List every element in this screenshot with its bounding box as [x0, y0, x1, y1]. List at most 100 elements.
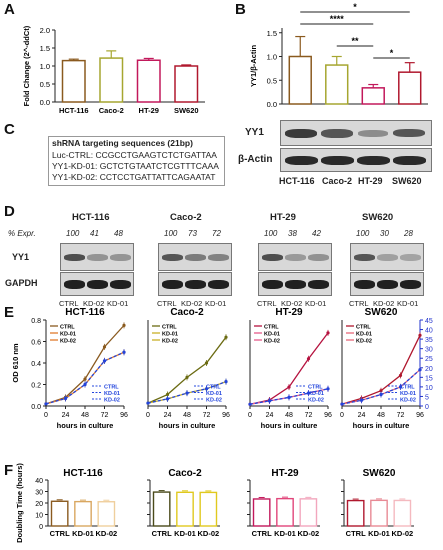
series-blue-point [248, 402, 252, 406]
band-yy1 [285, 254, 306, 261]
y-tick-label-right: 10 [425, 385, 433, 392]
blot-gapdh [258, 272, 332, 296]
blot-lane-b-2: HT-29 [358, 176, 383, 186]
band-yy1 [64, 254, 85, 261]
x-tick-label: KD-01 [274, 529, 296, 538]
lane-label: KD-02 [181, 299, 203, 308]
y-tick-label-right: 0 [425, 404, 429, 411]
y-tick-label: 40 [35, 478, 43, 485]
series-blue-point [340, 402, 344, 406]
panel-label-c: C [4, 121, 15, 138]
y-tick-label: 0.5 [40, 80, 50, 89]
lane-label: CTRL [257, 299, 277, 308]
legend-label: KD-01 [162, 332, 178, 338]
x-tick-label: 24 [164, 412, 172, 419]
band-gapdh [162, 280, 183, 289]
expr-value: 48 [114, 229, 123, 238]
significance-marker: * [353, 2, 357, 12]
legend-label: KD-02 [206, 398, 222, 404]
legend-label: KD-02 [308, 398, 324, 404]
legend-label: CTRL [162, 325, 177, 331]
series-blue [249, 388, 329, 405]
blot-actin-b [280, 148, 432, 172]
x-tick-label: CTRL [50, 529, 70, 538]
y-tick-label: 0.2 [31, 383, 41, 390]
x-tick-label: 24 [62, 412, 70, 419]
chart-title: HCT-116 [63, 468, 103, 479]
y-tick-label-right: 45 [425, 318, 433, 325]
legend-label: KD-02 [60, 339, 76, 345]
x-tick-label: 0 [340, 412, 344, 419]
y-tick-label: 0.4 [31, 361, 41, 368]
x-tick-label: 96 [120, 412, 128, 419]
legend-label: CTRL [104, 385, 119, 391]
bar-kd-01 [176, 491, 194, 527]
row-label-gapdh: GAPDH [5, 278, 38, 288]
chart-title: HT-29 [271, 468, 299, 479]
blot-yy1-b [280, 120, 432, 146]
significance-marker: **** [330, 14, 345, 24]
band-gapdh [262, 280, 283, 289]
band-gapdh [354, 280, 375, 289]
blot-lane-b-0: HCT-116 [279, 176, 315, 186]
blot-gapdh [158, 272, 232, 296]
legend-label: KD-01 [308, 391, 324, 397]
y-tick-label: 0.6 [31, 340, 41, 347]
y-tick-label: 20 [35, 501, 43, 508]
bar-ctrl [50, 500, 69, 527]
series-blue-point [146, 401, 150, 405]
expr-label: % Expr. [8, 229, 36, 238]
lane-label: KD-01 [205, 299, 227, 308]
x-axis-label: hours in culture [261, 421, 318, 430]
x-tick-label: 0 [146, 412, 150, 419]
legend-label: KD-02 [264, 339, 280, 345]
expr-value: 100 [356, 229, 370, 238]
band-gapdh [110, 280, 131, 289]
x-tick-label: KD-02 [391, 529, 413, 538]
row-label-yy1: YY1 [12, 252, 30, 262]
x-tick-label: 96 [222, 412, 230, 419]
blot-yy1 [158, 243, 232, 271]
band-yy1 [87, 254, 108, 261]
series-blue [45, 351, 125, 405]
bar-kd-01 [370, 499, 388, 527]
x-tick-label: HT-29 [139, 106, 159, 115]
x-tick-label: 24 [358, 412, 366, 419]
x-tick-label: KD-01 [368, 529, 390, 538]
x-tick-label: 48 [183, 412, 191, 419]
bar-kd-02 [97, 501, 116, 527]
band-yy1 [308, 254, 329, 261]
x-axis-label: hours in culture [353, 421, 410, 430]
y-tick-label-right: 20 [425, 366, 433, 373]
significance-marker: * [390, 48, 394, 58]
x-tick-label: 0 [248, 412, 252, 419]
band-yy1 [400, 254, 421, 261]
x-tick-label: 96 [416, 412, 424, 419]
cell-line-title: HT-29 [270, 212, 296, 223]
lane-label: CTRL [349, 299, 369, 308]
legend-label: KD-02 [104, 398, 120, 404]
chart-title: HT-29 [275, 307, 303, 318]
y-axis-label: Doubling Time (hours) [15, 463, 24, 543]
band-gapdh [400, 280, 421, 289]
chart-title: SW620 [363, 468, 396, 479]
x-tick-label: HCT-116 [59, 106, 89, 115]
sequence-line: YY1-KD-01: GCTCTGTAATCTCGTTTCAAA [52, 161, 219, 171]
cell-line-title: HCT-116 [72, 212, 110, 223]
panel-label-e: E [4, 304, 15, 321]
x-tick-label: KD-01 [174, 529, 196, 538]
x-tick-label: 72 [397, 412, 405, 419]
panel-label-b: B [235, 1, 246, 18]
legend-label: CTRL [206, 385, 221, 391]
x-tick-label: SW620 [174, 106, 199, 115]
lane-label: KD-01 [397, 299, 419, 308]
blot-label-yy1: YY1 [245, 127, 264, 138]
chart-title: Caco-2 [170, 307, 204, 318]
expr-value: 72 [212, 229, 221, 238]
x-tick-label: 0 [44, 412, 48, 419]
x-tick-label: 72 [203, 412, 211, 419]
panel-label-a: A [4, 1, 15, 18]
